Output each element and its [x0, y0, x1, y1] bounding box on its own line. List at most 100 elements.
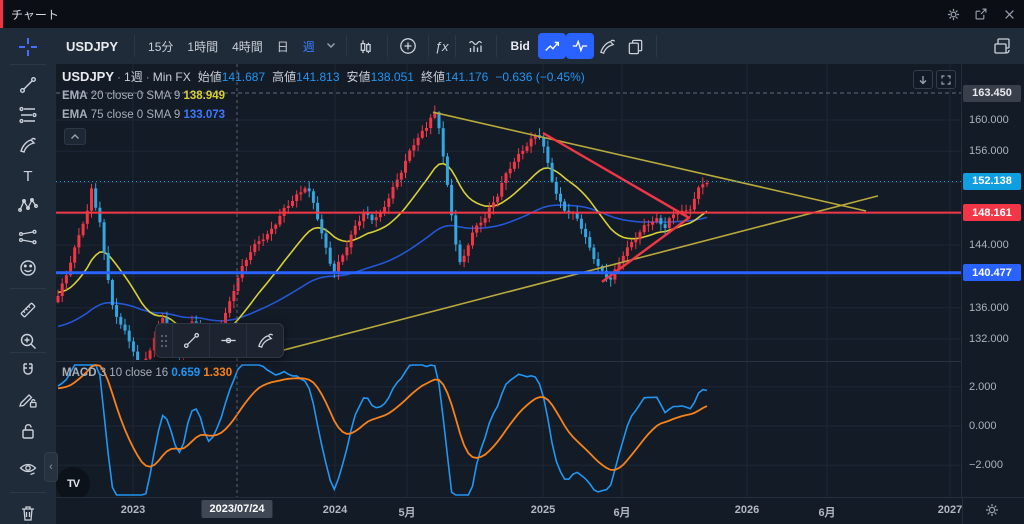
emoji-tool-button[interactable]: [17, 257, 39, 279]
price-badge: 148.161: [963, 204, 1021, 222]
time-axis-label: 6月: [613, 507, 631, 519]
remove-drawings-trash-button[interactable]: [17, 502, 39, 524]
legend-symbol[interactable]: USDJPY: [62, 69, 115, 84]
price-badge: 163.450: [963, 84, 1021, 102]
low-value: 138.051: [370, 70, 414, 84]
price-badge: 152.138: [963, 172, 1021, 190]
chart-canvas[interactable]: [56, 64, 962, 497]
ema20-params: 20 close 0 SMA 9: [90, 90, 181, 102]
ema75-name: EMA: [62, 109, 88, 121]
symbol-button[interactable]: USDJPY: [66, 38, 119, 54]
price-axis-label: 132.000: [969, 332, 1009, 345]
settings-gear-icon[interactable]: [944, 5, 962, 23]
trend-chart-active-button[interactable]: [537, 33, 566, 59]
macd-axis-label: −2.000: [969, 459, 1003, 472]
close-icon[interactable]: [1000, 5, 1018, 23]
multi-window-layout-button[interactable]: [988, 33, 1016, 59]
macd-name: MACD: [62, 367, 97, 379]
ema75-value: 133.073: [183, 109, 226, 121]
window-title: チャート: [11, 7, 59, 22]
price-axis[interactable]: 160.000 156.000 144.000 136.000 132.000 2.000…: [961, 64, 1024, 497]
zoom-in-button[interactable]: [17, 330, 39, 352]
indicators-fx-button[interactable]: ƒx: [434, 38, 449, 54]
ema75-legend: EMA 75 close 0 SMA 9 133.073: [62, 109, 225, 121]
candle-style-button[interactable]: [353, 33, 381, 59]
trend-line-quick-button[interactable]: [172, 324, 209, 357]
time-axis-date-badge: 2023/07/24: [201, 500, 273, 518]
drawing-mode-lock-button[interactable]: [17, 388, 39, 410]
time-axis-label: 2023: [120, 504, 146, 516]
macd-signal-value: 1.330: [203, 367, 233, 379]
chart-toolbar: USDJPY 15分 1時間 4時間日週 ƒx Bid: [56, 28, 1024, 65]
time-axis-label: 2027: [937, 504, 963, 516]
macd-axis-label: 2.000: [969, 380, 997, 393]
high-value: 141.813: [296, 70, 340, 84]
high-label: 高値: [272, 70, 297, 84]
close-label: 終値: [420, 70, 445, 84]
interval-15分[interactable]: 15分: [148, 39, 174, 54]
price-axis-label: 144.000: [969, 239, 1009, 252]
crosshair-tool-button[interactable]: [17, 36, 39, 58]
change-value: −0.636 (−0.45%): [495, 70, 585, 84]
hide-all-drawings-button[interactable]: [17, 458, 39, 480]
time-axis-label: 2026: [734, 504, 760, 516]
projection-tool-button[interactable]: [17, 226, 39, 248]
ema20-name: EMA: [62, 90, 88, 102]
copy-chart-button[interactable]: [622, 33, 650, 59]
low-label: 安値: [346, 70, 371, 84]
interval-週[interactable]: 週: [302, 39, 315, 54]
pulse-chart-active-button[interactable]: [565, 33, 594, 59]
open-label: 始値: [197, 70, 222, 84]
fullscreen-button[interactable]: [936, 70, 956, 89]
trend-line-tool-button[interactable]: [17, 74, 39, 96]
brush-tool-button[interactable]: [17, 134, 39, 156]
macd-legend: MACD 3 10 close 16 0.659 1.330: [62, 367, 232, 379]
xabcd-pattern-tool-button[interactable]: [17, 195, 39, 217]
lock-all-drawings-button[interactable]: [17, 420, 39, 442]
ema20-legend: EMA 20 close 0 SMA 9 138.949: [62, 90, 225, 102]
active-tab-accent: [0, 0, 3, 28]
bid-ask-button[interactable]: Bid: [510, 39, 530, 53]
magnet-mode-button[interactable]: [17, 360, 39, 382]
chevron-down-icon[interactable]: [322, 41, 340, 52]
open-external-icon[interactable]: [972, 5, 990, 23]
time-axis-label: 6月: [818, 507, 836, 519]
measure-ruler-button[interactable]: [17, 299, 39, 321]
drag-handle[interactable]: [156, 334, 172, 348]
interval-1時間[interactable]: 1時間: [187, 39, 219, 54]
title-bar: チャート: [0, 0, 1024, 29]
axis-settings-gear-icon[interactable]: [984, 502, 1000, 521]
macd-axis-label: 0.000: [969, 420, 997, 432]
macd-params: 3 10 close 16: [99, 367, 169, 379]
time-axis-label: 5月: [398, 507, 416, 519]
svg-text:T: T: [23, 168, 32, 185]
macd-value: 0.659: [171, 367, 201, 379]
symbol-legend: USDJPY · 1週 · Min FX 始値141.687 高値141.813 安値138.…: [62, 69, 585, 84]
floating-drawing-toolbar: [155, 323, 284, 358]
scroll-to-recent-button[interactable]: [913, 70, 933, 89]
drawing-toolbar: T: [0, 28, 57, 524]
sidebar-collapse-handle[interactable]: ‹: [44, 452, 58, 482]
interval-日[interactable]: 日: [276, 39, 289, 54]
close-value: 141.176: [444, 70, 489, 84]
fib-retracement-tool-button[interactable]: [17, 104, 39, 126]
tradingview-logo[interactable]: TV: [56, 467, 90, 501]
indicator-templates-button[interactable]: [462, 33, 490, 59]
paint-brush-button[interactable]: [594, 33, 622, 59]
ema20-value: 138.949: [183, 90, 226, 102]
interval-group: 15分 1時間 4時間日週: [141, 38, 322, 55]
time-axis-label: 2024: [322, 504, 348, 516]
text-tool-button[interactable]: T: [17, 165, 39, 187]
ema75-params: 75 close 0 SMA 9: [90, 109, 181, 121]
interval-4時間[interactable]: 4時間: [232, 39, 263, 54]
compare-add-button[interactable]: [394, 33, 422, 59]
brush-quick-button[interactable]: [246, 324, 283, 357]
legend-interval[interactable]: 1週: [124, 70, 143, 84]
time-axis[interactable]: 2023 2024 5月 2025 6月 2026 6月 2027 2023/07/24: [56, 497, 1024, 524]
horizontal-line-quick-button[interactable]: [209, 324, 246, 357]
chart-area: 160.000 156.000 144.000 136.000 132.000 2.000…: [56, 64, 1024, 501]
legend-collapse-button[interactable]: [64, 128, 86, 145]
price-badge: 140.477: [963, 264, 1021, 282]
open-value: 141.687: [221, 70, 266, 84]
